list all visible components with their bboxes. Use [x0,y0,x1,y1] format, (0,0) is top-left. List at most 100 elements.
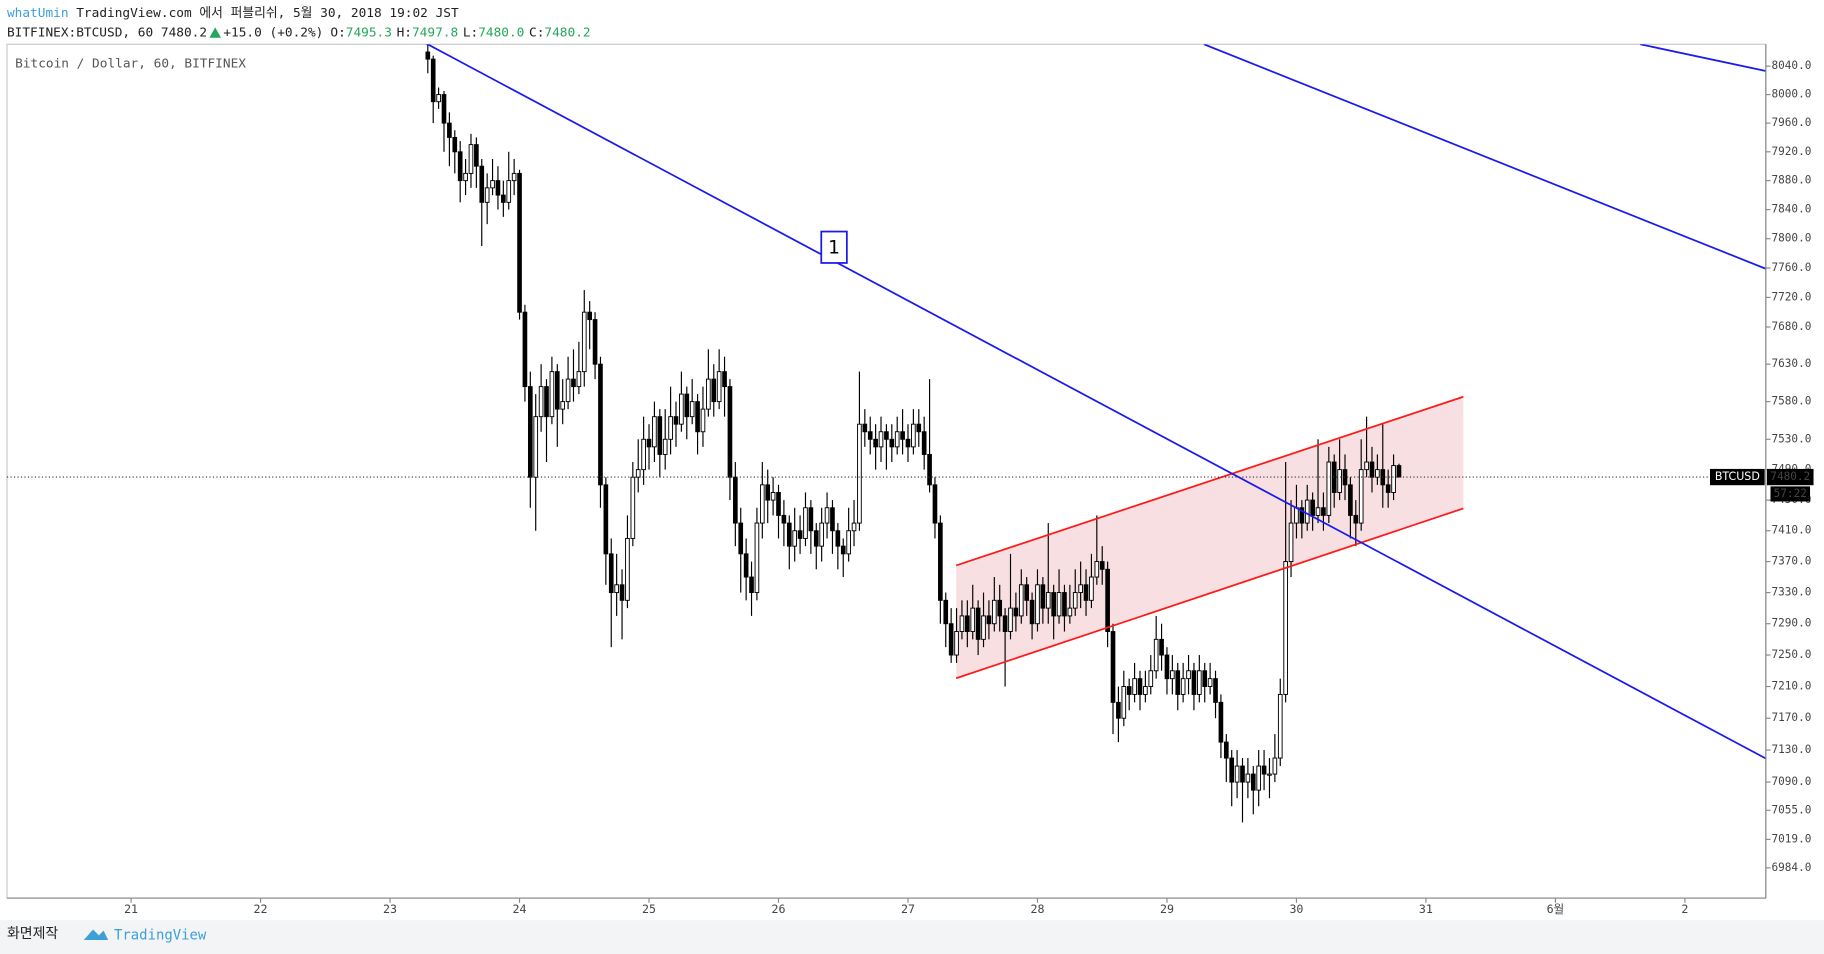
candle-body [1375,469,1380,478]
footer-caption: 화면제작 [7,926,58,942]
candle-body [1234,765,1240,783]
candle-body [711,378,717,403]
candle-body [1283,561,1288,695]
candle-body [495,180,501,196]
candle-body [716,371,722,403]
candle-body [490,180,495,189]
candle-body [959,615,965,632]
candle-body [722,371,727,388]
candle-body [673,416,679,425]
candle-body [506,180,512,203]
candle-body [1002,615,1008,632]
candle-body [436,94,441,103]
candle-body [1051,592,1056,617]
ohlc-value: 7495.3 [346,25,392,40]
candle-body [689,401,695,418]
candle-body [1197,670,1202,695]
candle-body [846,530,851,555]
y-tick-label: 7800.0 [1771,232,1811,245]
candle-body [608,553,614,594]
candle-body [447,122,452,138]
candle-body [571,378,576,388]
candle-body [738,522,744,555]
candle-body [1083,584,1089,601]
candle-body [1326,461,1332,516]
y-tick-label: 7630.0 [1771,357,1811,370]
candle-body [916,423,922,433]
candle-body [1018,584,1024,617]
candle-body [1116,701,1121,719]
candle-body [1304,499,1310,524]
y-tick-label: 7530.0 [1771,432,1811,445]
x-tick-label: 2 [1681,902,1688,916]
candle-body [1121,686,1127,719]
candle-body [986,615,992,625]
candle-body [1250,773,1256,791]
y-tick-label: 7130.0 [1771,743,1811,756]
price-tag-name: BTCUSD [1715,470,1760,483]
candle-body [733,476,738,524]
candle-body [1245,773,1251,783]
candle-body [965,615,970,632]
y-tick-label: 7760.0 [1771,261,1811,274]
candle-body [441,94,447,124]
candle-body [517,172,522,313]
candles [425,44,1402,823]
candle-body [1089,576,1094,601]
y-tick-label: 7090.0 [1771,775,1811,788]
candle-body [603,484,609,555]
candle-body [743,553,749,578]
candle-body [943,599,949,625]
x-tick-label: 25 [642,902,656,916]
countdown: 57:22 [1774,487,1807,500]
candle-body [1267,773,1272,776]
candle-body [840,545,846,555]
x-tick-label: 31 [1419,902,1433,916]
candle-body [668,416,673,440]
change: +15.0 (+0.2%) [223,25,323,40]
candle-body [630,476,636,539]
candle-body [635,469,641,478]
x-tick-label: 23 [383,902,397,916]
candle-body [430,58,436,103]
candle-body [1364,461,1369,471]
candle-body [808,507,814,532]
price-tag-value: 7480.2 [1770,470,1810,483]
candle-body [1062,592,1067,617]
candle-body [625,537,630,601]
candle-body [851,522,857,532]
candle-body [1180,678,1186,695]
candle-body [938,522,943,601]
candle-body [1321,507,1326,516]
candle-body [997,599,1003,617]
candle-body [652,416,657,448]
x-tick-label: 6월 [1547,902,1565,916]
y-tick-label: 7680.0 [1771,320,1811,333]
author[interactable]: whatUmin [7,5,69,20]
candle-body [878,431,884,448]
candle-body [457,151,463,182]
candle-body [1207,678,1213,688]
price-tag-bg [1767,468,1814,486]
candle-body [1353,514,1359,524]
candle-body [1337,469,1342,493]
candle-body [819,522,824,547]
candle-body [927,453,932,486]
x-tick-label: 29 [1160,902,1174,916]
candle-body [1105,568,1110,632]
candle-body [905,438,911,448]
y-tick-label: 7880.0 [1771,174,1811,187]
annotation: 1 [828,237,840,258]
candle-body [1143,686,1148,695]
drawings: 1 [425,44,1766,760]
candle-body [1272,757,1278,775]
candle-body [776,492,781,516]
y-tick-label: 7210.0 [1771,680,1811,693]
candle-body [587,311,592,321]
y-tick-label: 6984.0 [1771,861,1811,874]
candle-body [857,423,862,524]
candle-body [954,631,959,656]
footer-brand[interactable]: TradingView [114,927,207,943]
trend-line [425,44,1766,760]
candle-body [975,607,981,640]
